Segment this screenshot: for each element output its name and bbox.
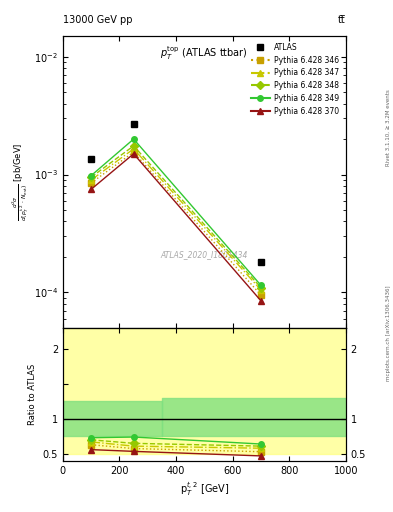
Y-axis label: Ratio to ATLAS: Ratio to ATLAS (28, 364, 37, 425)
Text: Rivet 3.1.10, ≥ 3.2M events: Rivet 3.1.10, ≥ 3.2M events (386, 90, 391, 166)
Legend: ATLAS, Pythia 6.428 346, Pythia 6.428 347, Pythia 6.428 348, Pythia 6.428 349, P: ATLAS, Pythia 6.428 346, Pythia 6.428 34… (248, 39, 342, 119)
Text: tt̅: tt̅ (338, 15, 346, 25)
Text: $p_T^{\rm top}$ (ATLAS ttbar): $p_T^{\rm top}$ (ATLAS ttbar) (160, 45, 248, 62)
Text: 13000 GeV pp: 13000 GeV pp (63, 15, 132, 25)
Text: ATLAS_2020_I1801434: ATLAS_2020_I1801434 (161, 250, 248, 260)
X-axis label: p$_T^{t,2}$ [GeV]: p$_T^{t,2}$ [GeV] (180, 481, 229, 498)
Y-axis label: $\frac{d^2\sigma}{d(p_T^{t,2}\,\cdot\,N_{\rm evt})}$ [pb/GeV]: $\frac{d^2\sigma}{d(p_T^{t,2}\,\cdot\,N_… (11, 143, 31, 221)
Text: mcplots.cern.ch [arXiv:1306.3436]: mcplots.cern.ch [arXiv:1306.3436] (386, 285, 391, 380)
